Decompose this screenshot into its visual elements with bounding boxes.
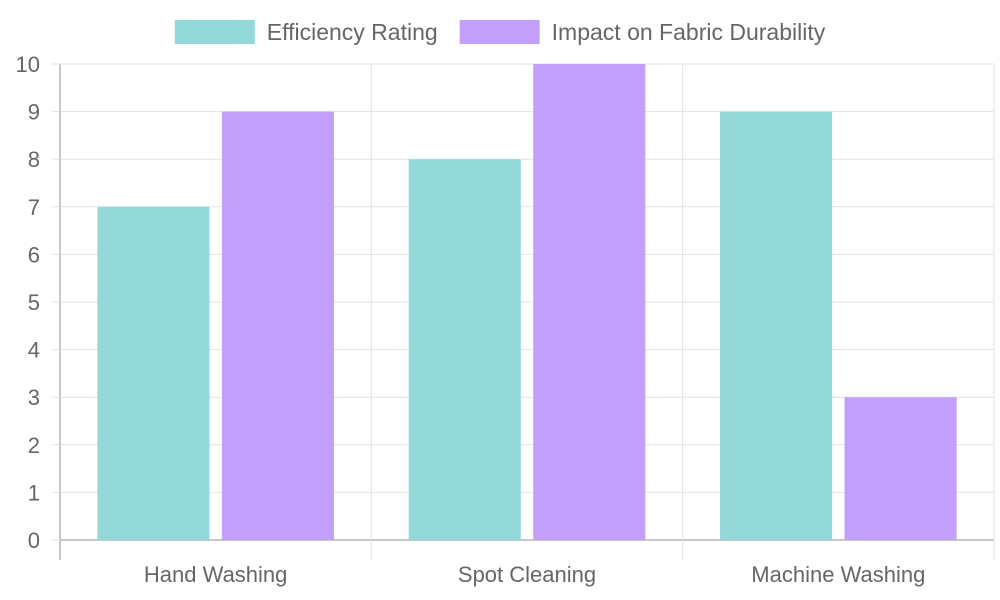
bar-hand-washing-series-0[interactable] <box>97 206 210 541</box>
legend-swatch[interactable] <box>459 20 540 44</box>
y-tick-label: 4 <box>28 338 40 363</box>
x-tick-label: Spot Cleaning <box>458 562 596 587</box>
y-tick-label: 7 <box>28 195 40 220</box>
chart-legend: Efficiency Rating Impact on Fabric Durabi… <box>174 19 826 45</box>
y-tick-label: 3 <box>28 385 40 410</box>
chart-bars <box>97 64 957 541</box>
y-axis: 0 1 2 3 4 5 6 7 8 9 10 <box>16 52 60 553</box>
bar-spot-cleaning-series-1[interactable] <box>533 64 646 540</box>
chart-grid <box>59 63 995 560</box>
x-tick-label: Hand Washing <box>144 562 287 587</box>
y-tick-label: 2 <box>28 433 40 458</box>
bar-machine-washing-series-1[interactable] <box>844 397 957 540</box>
bar-spot-cleaning-series-0[interactable] <box>408 159 521 540</box>
bar-machine-washing-series-0[interactable] <box>720 111 833 540</box>
x-axis: Hand Washing Spot Cleaning Machine Washing <box>144 562 925 587</box>
bar-hand-washing-series-1[interactable] <box>221 111 334 540</box>
x-tick-label: Machine Washing <box>751 562 925 587</box>
y-tick-label: 6 <box>28 242 40 267</box>
y-tick-label: 5 <box>28 290 40 315</box>
y-tick-label: 0 <box>28 528 40 553</box>
legend-label[interactable]: Efficiency Rating <box>267 19 438 45</box>
legend-swatch[interactable] <box>174 20 255 44</box>
y-tick-label: 1 <box>28 480 40 505</box>
legend-label[interactable]: Impact on Fabric Durability <box>552 19 826 45</box>
y-tick-label: 9 <box>28 100 40 125</box>
y-tick-label: 8 <box>28 147 40 172</box>
y-tick-label: 10 <box>16 52 40 77</box>
